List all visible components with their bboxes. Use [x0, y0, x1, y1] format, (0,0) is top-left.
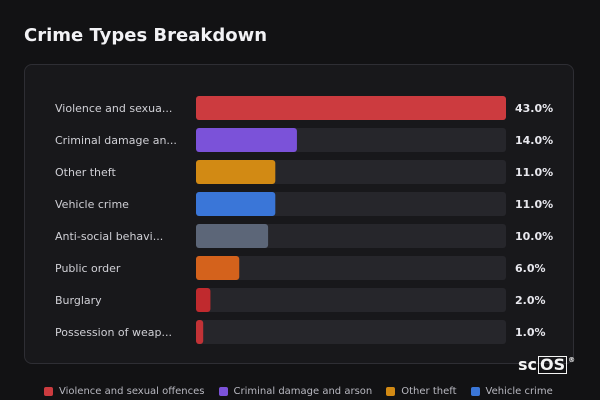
bar-track	[196, 224, 506, 248]
value-label: 6.0%	[515, 262, 546, 275]
value-label: 2.0%	[515, 294, 546, 307]
bar-track	[196, 320, 506, 344]
legend-swatch	[44, 387, 53, 396]
scos-logo: sc OS ®	[518, 356, 575, 374]
registered-mark: ®	[568, 356, 576, 364]
legend-label: Other theft	[401, 386, 457, 397]
bar[interactable]	[196, 288, 211, 312]
category-label: Public order	[55, 262, 121, 275]
legend: Violence and sexual offences Criminal dam…	[44, 386, 553, 397]
legend-swatch	[218, 387, 228, 396]
chart-panel: Violence and sexua... 43.0% Criminal damag…	[24, 64, 574, 364]
category-label: Vehicle crime	[55, 198, 129, 211]
legend-label: Vehicle crime	[485, 386, 553, 397]
bar[interactable]	[196, 96, 506, 120]
legend-item[interactable]: Vehicle crime	[470, 386, 553, 397]
category-label: Burglary	[55, 294, 102, 307]
value-label: 1.0%	[515, 326, 546, 339]
value-label: 10.0%	[515, 230, 553, 243]
bar[interactable]	[196, 256, 240, 280]
bar[interactable]	[196, 320, 204, 344]
chart-title: Crime Types Breakdown	[24, 25, 268, 46]
bar[interactable]	[196, 192, 276, 216]
category-label: Other theft	[55, 166, 116, 179]
category-label: Possession of weap...	[55, 326, 172, 339]
legend-swatch	[386, 387, 396, 396]
legend-label: Violence and sexual offences	[59, 386, 205, 397]
value-label: 11.0%	[515, 198, 553, 211]
logo-boxed-text: OS	[538, 355, 568, 374]
bar[interactable]	[196, 160, 276, 184]
value-label: 11.0%	[515, 166, 553, 179]
bar-track	[196, 256, 506, 280]
value-label: 43.0%	[515, 102, 553, 115]
logo-prefix: sc	[518, 355, 538, 374]
category-label: Violence and sexua...	[55, 102, 172, 115]
bar[interactable]	[196, 128, 297, 152]
bar[interactable]	[196, 224, 269, 248]
category-label: Anti-social behavi...	[55, 230, 163, 243]
legend-item[interactable]: Other theft	[386, 386, 457, 397]
legend-label: Criminal damage and arson	[233, 386, 373, 397]
bar-chart: Violence and sexua... 43.0% Criminal damag…	[55, 96, 553, 344]
value-label: 14.0%	[515, 134, 553, 147]
bar-track	[196, 288, 506, 312]
legend-swatch	[470, 387, 480, 396]
category-label: Criminal damage an...	[55, 134, 177, 147]
legend-item[interactable]: Criminal damage and arson	[218, 386, 373, 397]
legend-item[interactable]: Violence and sexual offences	[44, 386, 205, 397]
